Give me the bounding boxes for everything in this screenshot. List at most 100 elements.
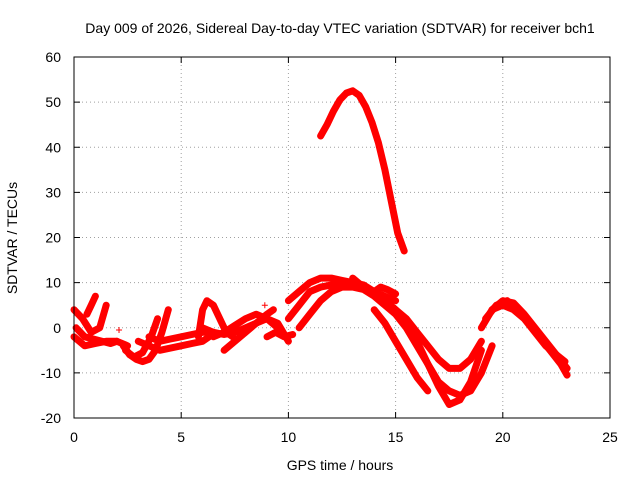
data-point (253, 320, 260, 327)
x-tick-label: 20 (495, 429, 511, 445)
data-point (92, 293, 99, 300)
data-point (392, 338, 399, 345)
data-point (478, 338, 485, 345)
data-point (306, 311, 313, 318)
data-point (384, 286, 391, 293)
data-point (328, 288, 335, 295)
data-point (381, 166, 388, 173)
plot-frame (73, 56, 611, 419)
data-point (381, 293, 388, 300)
data-point (371, 288, 378, 295)
data-point (178, 342, 185, 349)
data-point (392, 297, 399, 304)
data-point (281, 333, 288, 340)
x-tick-label: 5 (177, 429, 185, 445)
data-point (424, 360, 431, 367)
data-point (122, 347, 129, 354)
chart-title: Day 009 of 2026, Sidereal Day-to-day VTE… (85, 20, 595, 36)
data-point (317, 297, 324, 304)
data-point (81, 342, 88, 349)
data-point (210, 333, 217, 340)
data-point (317, 284, 324, 291)
data-point (285, 297, 292, 304)
x-axis-label: GPS time / hours (287, 457, 394, 473)
data-point (328, 275, 335, 282)
data-point (156, 338, 163, 345)
data-point (103, 302, 110, 309)
data-point (90, 336, 97, 343)
data-point (270, 306, 277, 313)
data-point (317, 275, 324, 282)
data-point (394, 229, 401, 236)
x-tick-label: 0 (70, 429, 78, 445)
data-point (139, 358, 146, 365)
data-point (165, 306, 172, 313)
data-point (199, 306, 206, 313)
y-tick-label: -10 (41, 365, 61, 381)
data-point (414, 374, 421, 381)
data-point (88, 329, 95, 336)
data-point (221, 329, 228, 336)
data-point (317, 132, 324, 139)
data-point (561, 358, 568, 365)
data-point (306, 288, 313, 295)
data-point (146, 342, 153, 349)
data-point (388, 198, 395, 205)
data-point (392, 306, 399, 313)
data-point (154, 315, 161, 322)
data-point (231, 322, 238, 329)
series-line (263, 328, 297, 341)
data-point (467, 356, 474, 363)
data-point (188, 331, 195, 338)
data-point (167, 345, 174, 352)
data-point (285, 315, 292, 322)
data-point (272, 329, 279, 336)
data-point (231, 329, 238, 336)
data-point (349, 87, 356, 94)
data-point (435, 383, 442, 390)
data-point (216, 315, 223, 322)
data-point (521, 315, 528, 322)
data-point (381, 320, 388, 327)
data-point (328, 281, 335, 288)
data-point (263, 315, 270, 322)
series-line (488, 301, 569, 366)
data-point (456, 365, 463, 372)
data-point (210, 302, 217, 309)
data-point (362, 103, 369, 110)
data-point (306, 279, 313, 286)
x-tick-label: 10 (281, 429, 297, 445)
data-point (482, 315, 489, 322)
data-point (146, 356, 153, 363)
x-tick-label: 15 (388, 429, 404, 445)
y-tick-label: 20 (45, 230, 61, 246)
data-point (392, 290, 399, 297)
data-point (296, 324, 303, 331)
data-point (253, 311, 260, 318)
series-line (370, 306, 432, 395)
data-point (199, 324, 206, 331)
y-tick-label: 50 (45, 94, 61, 110)
data-point (356, 92, 363, 99)
data-point (504, 297, 511, 304)
data-point (296, 302, 303, 309)
data-point (371, 306, 378, 313)
data-point (489, 342, 496, 349)
y-tick-label: 60 (45, 49, 61, 65)
data-point (156, 347, 163, 354)
data-point (456, 396, 463, 403)
data-point (424, 342, 431, 349)
data-point (542, 342, 549, 349)
data-point (478, 324, 485, 331)
data-point (79, 315, 86, 322)
data-point (289, 331, 296, 338)
data-point (478, 369, 485, 376)
data-point (199, 338, 206, 345)
data-point (446, 401, 453, 408)
data-point (401, 248, 408, 255)
series-line (370, 283, 400, 298)
data-point (343, 90, 350, 97)
data-point (564, 372, 571, 379)
